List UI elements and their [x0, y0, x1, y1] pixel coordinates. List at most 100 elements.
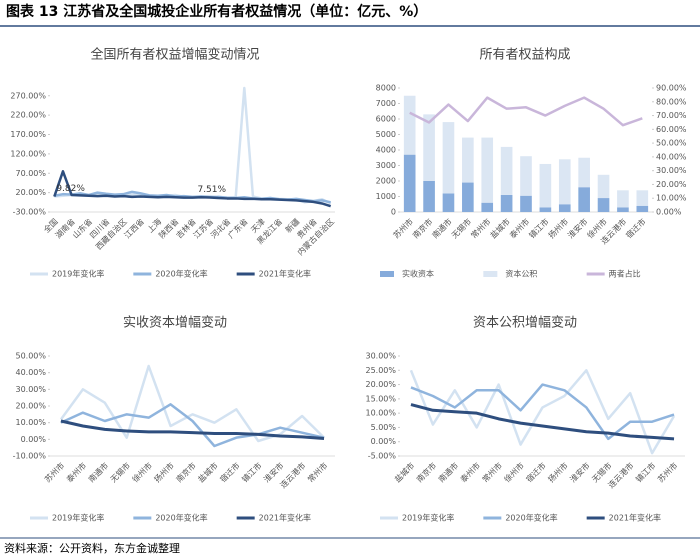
series-line	[410, 403, 675, 441]
y-tick-label: 50.00%	[15, 352, 46, 361]
x-tick-label: 宿迁市	[524, 460, 548, 484]
bar	[500, 194, 513, 212]
x-tick-label: 扬州市	[546, 460, 570, 484]
chart-title: 资本公积增幅变动	[473, 315, 577, 331]
y-tick-label: 30.00%	[15, 385, 46, 394]
x-tick-label: 江西省	[122, 216, 146, 240]
series-line	[409, 369, 676, 455]
y2-tick-label: 10.00%	[656, 194, 687, 203]
x-tick-label: 常州市	[469, 216, 493, 240]
x-tick-label: 广东省	[226, 216, 250, 240]
y-tick-label: 40.00%	[15, 368, 46, 377]
y-tick-label: 15.00%	[365, 394, 396, 403]
source: 资料来源：公开资料，东方金诚整理	[4, 541, 180, 555]
y-tick-label: -5.00%	[368, 452, 397, 461]
legend-label: 实收资本	[402, 269, 434, 279]
bar	[558, 159, 571, 205]
x-tick-label: 盐城市	[196, 460, 220, 484]
y-tick-label: -10.00%	[13, 452, 47, 461]
y-tick-label: 25.00%	[365, 366, 396, 375]
y2-tick-label: 70.00%	[656, 111, 687, 120]
data-label: 7.51%	[197, 185, 226, 195]
y-tick-label: 4000	[376, 146, 396, 155]
x-tick-label: 扬州市	[152, 460, 176, 484]
bar	[423, 114, 435, 181]
x-tick-label: 淮安市	[568, 460, 592, 484]
x-tick-label: 南通市	[86, 460, 110, 484]
x-tick-label: 南京市	[414, 460, 438, 484]
legend-label: 2021年变化率	[259, 513, 311, 523]
series-line	[409, 96, 643, 127]
y-tick-label: 270.00%	[10, 91, 46, 100]
y-tick-label: 70.00%	[15, 169, 46, 178]
legend-label: 资本公积	[505, 269, 537, 279]
series-line	[59, 364, 325, 443]
data-label: 9.82%	[56, 184, 85, 194]
bar	[403, 154, 416, 212]
x-tick-label: 徐州市	[130, 460, 154, 484]
x-tick-label: 南通市	[436, 460, 460, 484]
x-tick-label: 无锡市	[108, 460, 132, 484]
bar	[423, 181, 435, 212]
bar	[597, 174, 610, 199]
x-tick-label: 无锡市	[449, 216, 473, 240]
bar	[481, 137, 494, 203]
series-line	[53, 170, 332, 208]
chart-title: 全国所有者权益增幅变动情况	[90, 47, 259, 63]
y-tick-label: 2000	[376, 177, 396, 186]
bar	[617, 190, 629, 208]
bar	[636, 190, 649, 206]
bar	[500, 146, 513, 195]
legend-label: 2021年变化率	[259, 269, 311, 279]
x-tick-label: 盐城市	[392, 460, 416, 484]
y-tick-label: 0	[391, 208, 396, 217]
bar	[558, 204, 571, 212]
y2-tick-label: 90.00%	[656, 84, 687, 93]
bar	[462, 182, 474, 212]
x-tick-label: 泰州市	[64, 460, 88, 484]
x-tick-label: 苏州市	[655, 460, 679, 484]
x-tick-label: 徐州市	[502, 460, 526, 484]
y-tick-label: 20.00%	[15, 188, 46, 197]
x-tick-label: 常州市	[480, 460, 504, 484]
x-tick-label: 南京市	[174, 460, 198, 484]
legend-label: 两者占比	[609, 269, 641, 279]
legend-label: 2021年变化率	[609, 513, 661, 523]
y2-tick-label: 50.00%	[656, 139, 687, 148]
bar	[442, 122, 455, 194]
y-tick-label: 7000	[376, 99, 396, 108]
chart-title: 实收资本增幅变动	[123, 315, 227, 331]
bar	[578, 157, 590, 188]
x-tick-label: 宿迁市	[218, 460, 242, 484]
legend-label: 2020年变化率	[155, 269, 207, 279]
x-tick-label: 淮安市	[565, 216, 589, 240]
y2-tick-label: 0.00%	[656, 208, 682, 217]
x-tick-label: 泰州市	[507, 216, 531, 240]
x-tick-label: 镇江市	[527, 216, 551, 240]
legend-label: 2019年变化率	[52, 269, 104, 279]
y-tick-label: 5000	[376, 130, 396, 139]
series-line	[60, 419, 325, 440]
y-tick-label: 0.00%	[21, 435, 47, 444]
y-tick-label: 10.00%	[365, 409, 396, 418]
series-line	[410, 383, 675, 441]
y-tick-label: 220.00%	[10, 111, 46, 120]
series-line	[60, 403, 325, 448]
bar	[539, 207, 552, 212]
x-tick-label: 镇江市	[240, 460, 264, 484]
bar	[481, 202, 494, 212]
figure-title: 图表 13 江苏省及全国城投企业所有者权益情况（单位：亿元、%）	[6, 3, 427, 20]
y-tick-label: 1000	[376, 192, 396, 201]
bar	[520, 156, 532, 196]
x-tick-label: 南京市	[410, 216, 434, 240]
chart-title: 所有者权益构成	[479, 47, 570, 63]
legend-swatch	[483, 271, 498, 277]
y2-tick-label: 30.00%	[656, 166, 687, 175]
y-tick-label: 170.00%	[10, 130, 46, 139]
x-tick-label: 南通市	[430, 216, 454, 240]
y-tick-label: 120.00%	[10, 149, 46, 158]
y-tick-label: 20.00%	[365, 380, 396, 389]
series-line	[54, 86, 332, 205]
x-tick-label: 泰州市	[458, 460, 482, 484]
y-tick-label: 3000	[376, 161, 396, 170]
